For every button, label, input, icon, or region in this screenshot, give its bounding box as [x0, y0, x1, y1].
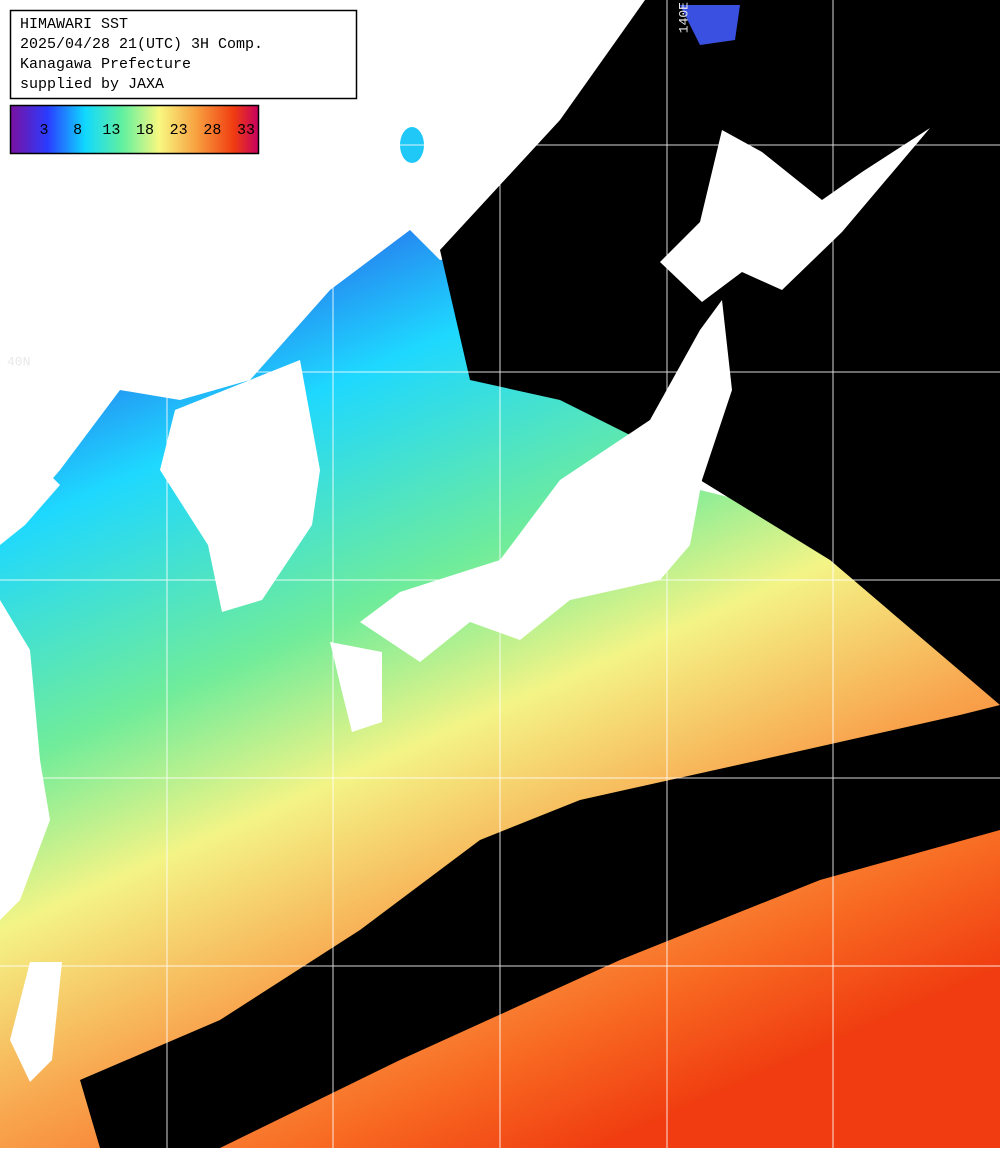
header-line: HIMAWARI SST [20, 16, 128, 33]
land-honshu [360, 300, 732, 662]
latitude-label: 40N [7, 354, 30, 369]
header-line: supplied by JAXA [20, 76, 164, 93]
header-line: 2025/04/28 21(UTC) 3H Comp. [20, 36, 263, 53]
land-kyushu [330, 642, 382, 732]
land-taiwan [10, 962, 62, 1082]
land-china-coast [0, 465, 60, 545]
colorbar-label: 3 [39, 122, 48, 139]
colorbar-label: 23 [170, 122, 188, 139]
colorbar-label: 13 [102, 122, 120, 139]
okhotsk-sea [680, 5, 740, 45]
colorbar-label: 8 [73, 122, 82, 139]
longitude-label: 140E [676, 2, 691, 33]
header-line: Kanagawa Prefecture [20, 56, 191, 73]
cloud-band [80, 705, 1000, 1148]
colorbar-label: 18 [136, 122, 154, 139]
colorbar-label: 33 [237, 122, 255, 139]
land-hokkaido [660, 128, 930, 302]
colorbar-label: 28 [203, 122, 221, 139]
header-box [9, 9, 358, 100]
colorbar [9, 104, 260, 155]
land-china-south [0, 600, 50, 920]
land-korea [160, 360, 320, 612]
